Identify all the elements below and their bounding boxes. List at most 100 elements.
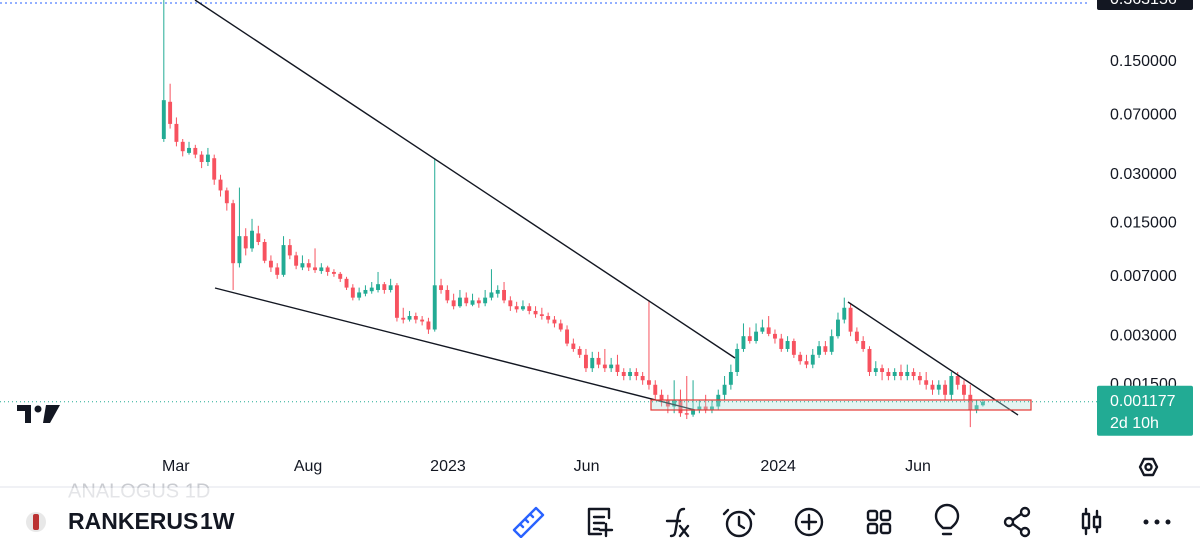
candle-body [823, 346, 828, 352]
layout-button[interactable] [866, 509, 892, 535]
symbol-icon [26, 512, 46, 532]
candle-body [306, 263, 311, 268]
candle-body [539, 314, 544, 317]
settings-button[interactable] [1138, 457, 1159, 477]
candle-body [773, 333, 777, 339]
candle-body [287, 245, 292, 256]
candle-body [363, 289, 368, 294]
candle-body [174, 123, 179, 142]
candle-body [546, 316, 551, 320]
candle-body [911, 371, 916, 377]
candle-body [281, 245, 286, 275]
candle-body [647, 380, 651, 385]
candle-body [268, 260, 273, 268]
candle-body [842, 307, 847, 320]
candle-body [187, 147, 191, 153]
candle-body [558, 323, 563, 330]
ruler-button[interactable] [512, 506, 545, 538]
candle-body [848, 307, 853, 332]
candle-body [205, 154, 210, 163]
high-price-box [1097, 0, 1193, 10]
interval[interactable]: 1W [200, 508, 235, 534]
candle-body [256, 233, 261, 242]
candle-body [672, 400, 677, 407]
high-price-label: 0.363156 [1110, 0, 1177, 8]
candle-body [697, 406, 702, 410]
candle-body [634, 371, 639, 377]
candle-body [394, 285, 399, 318]
candle-body [640, 376, 645, 381]
more-button[interactable] [1143, 519, 1171, 525]
candle-body [917, 376, 922, 381]
candle-body [313, 267, 317, 271]
indicators-button[interactable] [665, 507, 690, 538]
candle-body [754, 331, 759, 342]
candle-body [766, 327, 771, 334]
candle-body [609, 364, 614, 369]
candle-body [924, 380, 929, 385]
y-tick-label: 0.003000 [1110, 327, 1177, 344]
candle-body [552, 319, 557, 324]
candle-body [445, 289, 450, 301]
candle-body [899, 371, 903, 377]
candle-body [464, 297, 469, 304]
x-tick-label: 2023 [430, 458, 466, 475]
candle-body [880, 368, 885, 372]
candle-body [565, 329, 570, 344]
candle-body [949, 376, 954, 395]
candle-body [615, 364, 620, 372]
ideas-button[interactable] [934, 503, 960, 536]
candle-body [502, 289, 506, 301]
candle-body [804, 361, 809, 365]
candle-body [962, 384, 966, 395]
candle-body [483, 297, 488, 304]
candle-body [470, 300, 475, 305]
candle-body [325, 267, 330, 272]
candle-body [401, 317, 406, 320]
candle-body [514, 306, 519, 310]
candle-body [659, 394, 664, 401]
candle-body [571, 343, 576, 349]
candle-body [231, 203, 236, 264]
ghost-fade [0, 488, 1200, 502]
candle-body [250, 230, 254, 249]
candle-body [596, 357, 601, 365]
candle-body [829, 336, 834, 352]
candle-body [728, 371, 733, 385]
candle-body [892, 371, 897, 377]
candle-body [420, 319, 425, 322]
candle-body [968, 394, 973, 410]
candle-body [218, 179, 223, 191]
zone-rectangle [650, 399, 1032, 411]
last-price-box [1097, 385, 1193, 436]
candle-body [943, 384, 948, 395]
candle-body [476, 300, 481, 304]
candle-body [520, 306, 525, 310]
candle-body [527, 306, 532, 311]
candle-body [533, 310, 538, 315]
candle-body [621, 371, 626, 377]
candle-body [873, 368, 878, 372]
candle-body [212, 158, 217, 180]
candle-body [836, 319, 840, 337]
candle-body [439, 285, 443, 290]
candle-body [168, 101, 173, 124]
candle-body [817, 346, 822, 355]
share-button[interactable] [1003, 506, 1031, 538]
candle-body [684, 413, 689, 415]
x-tick-label: Aug [294, 458, 322, 475]
candle-body [980, 401, 985, 406]
candle-body [930, 384, 935, 390]
candle-body [224, 190, 229, 204]
add-button[interactable] [794, 507, 824, 537]
note-button[interactable] [587, 507, 614, 538]
alert-button[interactable] [722, 508, 756, 538]
candle-body [955, 376, 960, 385]
candle-body [735, 348, 740, 372]
candle-body [331, 271, 336, 274]
tradingview-logo [17, 405, 60, 423]
candle-body [275, 267, 280, 275]
symbol-name[interactable]: RANKERUS [68, 508, 198, 534]
chart-type-button[interactable] [1081, 507, 1102, 536]
